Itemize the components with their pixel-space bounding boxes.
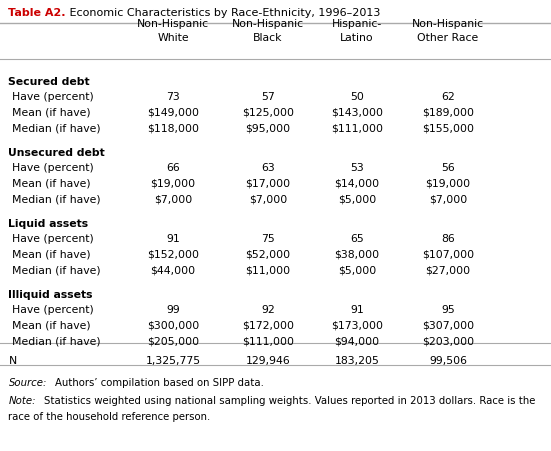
Text: Liquid assets: Liquid assets [8,219,89,229]
Text: $107,000: $107,000 [422,250,474,260]
Text: 75: 75 [261,235,275,244]
Text: Other Race: Other Race [417,33,479,43]
Text: $27,000: $27,000 [425,266,471,276]
Text: $155,000: $155,000 [422,124,474,133]
Text: 63: 63 [261,164,275,174]
Text: 62: 62 [441,92,455,102]
Text: Non-Hispanic: Non-Hispanic [232,19,304,29]
Text: Unsecured debt: Unsecured debt [8,148,105,158]
Text: Secured debt: Secured debt [8,77,90,87]
Text: $17,000: $17,000 [245,179,290,189]
Text: 50: 50 [350,92,364,102]
Text: race of the household reference person.: race of the household reference person. [8,411,210,422]
Text: Non-Hispanic: Non-Hispanic [137,19,209,29]
Text: 129,946: 129,946 [246,356,290,367]
Text: $7,000: $7,000 [154,194,192,204]
Text: $203,000: $203,000 [422,336,474,346]
Text: Latino: Latino [340,33,374,43]
Text: $5,000: $5,000 [338,194,376,204]
Text: 99: 99 [166,305,180,316]
Text: 73: 73 [166,92,180,102]
Text: Illiquid assets: Illiquid assets [8,290,93,300]
Text: 65: 65 [350,235,364,244]
Text: $5,000: $5,000 [338,266,376,276]
Text: $111,000: $111,000 [331,124,383,133]
Text: Have (percent): Have (percent) [12,305,94,316]
Text: $307,000: $307,000 [422,321,474,331]
Text: N: N [8,356,17,367]
Text: $7,000: $7,000 [429,194,467,204]
Text: $125,000: $125,000 [242,108,294,118]
Text: 56: 56 [441,164,455,174]
Text: Mean (if have): Mean (if have) [12,321,90,331]
Text: 53: 53 [350,164,364,174]
Text: $19,000: $19,000 [150,179,196,189]
Text: 91: 91 [350,305,364,316]
Text: 99,506: 99,506 [429,356,467,367]
Text: $44,000: $44,000 [150,266,196,276]
Text: Note:: Note: [8,396,36,406]
Text: Mean (if have): Mean (if have) [12,179,90,189]
Text: $173,000: $173,000 [331,321,383,331]
Text: $118,000: $118,000 [147,124,199,133]
Text: Hispanic-: Hispanic- [332,19,382,29]
Text: 92: 92 [261,305,275,316]
Text: Have (percent): Have (percent) [12,92,94,102]
Text: $11,000: $11,000 [245,266,290,276]
Text: $38,000: $38,000 [334,250,380,260]
Text: $95,000: $95,000 [245,124,290,133]
Text: Table A2.: Table A2. [8,8,66,18]
Text: $52,000: $52,000 [245,250,290,260]
Text: Mean (if have): Mean (if have) [12,108,90,118]
Text: Economic Characteristics by Race-Ethnicity, 1996–2013: Economic Characteristics by Race-Ethnici… [66,8,380,18]
Text: Black: Black [253,33,283,43]
Text: White: White [157,33,189,43]
Text: $19,000: $19,000 [425,179,471,189]
Text: $300,000: $300,000 [147,321,199,331]
Text: $94,000: $94,000 [334,336,380,346]
Text: $189,000: $189,000 [422,108,474,118]
Text: $14,000: $14,000 [334,179,380,189]
Text: 183,205: 183,205 [334,356,380,367]
Text: Have (percent): Have (percent) [12,164,94,174]
Text: $172,000: $172,000 [242,321,294,331]
Text: Source:: Source: [8,378,47,388]
Text: $7,000: $7,000 [249,194,287,204]
Text: $143,000: $143,000 [331,108,383,118]
Text: Median (if have): Median (if have) [12,266,101,276]
Text: 95: 95 [441,305,455,316]
Text: Non-Hispanic: Non-Hispanic [412,19,484,29]
Text: Mean (if have): Mean (if have) [12,250,90,260]
Text: Median (if have): Median (if have) [12,194,101,204]
Text: 91: 91 [166,235,180,244]
Text: 86: 86 [441,235,455,244]
Text: 66: 66 [166,164,180,174]
Text: Median (if have): Median (if have) [12,124,101,133]
Text: $149,000: $149,000 [147,108,199,118]
Text: 57: 57 [261,92,275,102]
Text: $111,000: $111,000 [242,336,294,346]
Text: Statistics weighted using national sampling weights. Values reported in 2013 dol: Statistics weighted using national sampl… [44,396,535,406]
Text: Have (percent): Have (percent) [12,235,94,244]
Text: $205,000: $205,000 [147,336,199,346]
Text: Authors’ compilation based on SIPP data.: Authors’ compilation based on SIPP data. [55,378,263,388]
Text: 1,325,775: 1,325,775 [145,356,201,367]
Text: $152,000: $152,000 [147,250,199,260]
Text: Median (if have): Median (if have) [12,336,101,346]
